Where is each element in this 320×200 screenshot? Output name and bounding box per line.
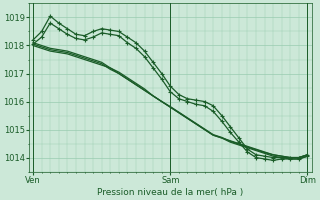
X-axis label: Pression niveau de la mer( hPa ): Pression niveau de la mer( hPa ) (97, 188, 244, 197)
